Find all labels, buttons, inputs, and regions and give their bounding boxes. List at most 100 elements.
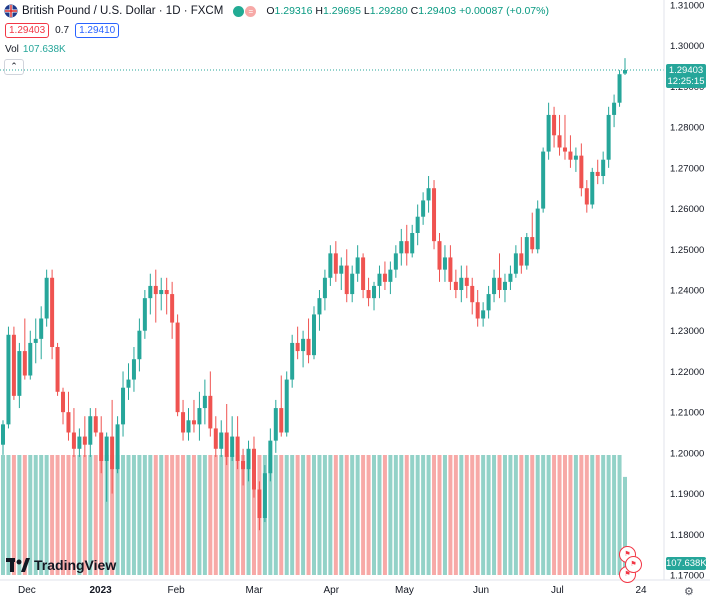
candle-body (131, 359, 136, 380)
sell-button[interactable]: 1.29403 (5, 23, 50, 38)
volume-bar (382, 455, 387, 575)
tradingview-logo[interactable]: TradingView (6, 557, 116, 573)
price-axis-label: 1.30000 (670, 41, 704, 52)
candle-body (350, 273, 355, 295)
volume-bar (519, 455, 524, 575)
volume-bar (301, 455, 306, 575)
volume-bar (448, 455, 453, 575)
candle-body (44, 277, 49, 319)
price-axis-label: 1.27000 (670, 163, 704, 174)
time-axis-label: Apr (324, 585, 340, 596)
candle-body (590, 171, 595, 205)
candle-body (366, 290, 371, 299)
compare-icon: = (245, 5, 257, 17)
volume-bar (437, 455, 442, 575)
buy-button[interactable]: 1.29410 (75, 23, 120, 38)
volume-bar (88, 455, 93, 575)
volume-bar (175, 455, 180, 575)
volume-bar (546, 455, 551, 575)
candle-body (344, 265, 349, 295)
last-price-value: 1.29403 (668, 65, 704, 76)
candle-body (202, 395, 207, 409)
candle-body (448, 257, 453, 282)
volume-bar (191, 455, 196, 575)
market-status[interactable]: = (233, 5, 257, 17)
candle-body (312, 314, 316, 356)
candle-body (513, 253, 518, 274)
candle-body (404, 241, 409, 254)
volume-bar (623, 476, 627, 575)
volume-bar (295, 455, 300, 575)
candle-body (601, 159, 606, 176)
time-axis-label: 2023 (90, 585, 113, 596)
collapse-legend-button[interactable]: ⌃ (4, 59, 24, 75)
volume-bar (584, 455, 589, 575)
candle-body (470, 285, 475, 303)
market-open-icon (233, 5, 245, 17)
volume-bar (104, 455, 109, 575)
candle-body (115, 424, 120, 470)
event-flag-icon[interactable]: ⚑ (625, 556, 642, 573)
candle-body (191, 420, 196, 425)
candle-body (213, 428, 218, 449)
candle-body (377, 273, 382, 286)
candle-body (502, 281, 507, 290)
volume-bar (39, 455, 44, 575)
volume-bar (524, 455, 529, 575)
volume-bar (355, 455, 360, 575)
time-axis-label: 24 (636, 585, 648, 596)
volume-bar (459, 455, 464, 575)
gbp-flag-icon (4, 4, 18, 18)
candle-body (530, 237, 535, 250)
price-axis-label: 1.21000 (670, 408, 704, 419)
volume-bar (388, 455, 393, 575)
volume-bar (28, 455, 33, 575)
volume-bar (202, 455, 207, 575)
volume-bar (142, 455, 147, 575)
candle-body (459, 277, 464, 290)
volume-value: 107.638K (22, 44, 66, 55)
candles (1, 58, 627, 531)
volume-bar (224, 455, 229, 575)
candle-body (519, 253, 524, 266)
symbol-title[interactable]: British Pound / U.S. Dollar · 1D · FXCM (22, 5, 224, 17)
ohlc-open: 1.29316 (274, 5, 313, 17)
price-axis[interactable]: 1.310001.300001.290001.280001.270001.260… (670, 1, 704, 582)
volume-bar (11, 455, 16, 575)
volume-bar (1, 455, 5, 575)
volume-bar (530, 455, 535, 575)
candle-body (28, 342, 33, 376)
volume-bar (350, 455, 355, 575)
price-axis-label: 1.26000 (670, 204, 704, 215)
candle-body (208, 395, 213, 429)
price-axis-label: 1.22000 (670, 367, 704, 378)
price-axis-label: 1.18000 (670, 530, 704, 541)
candle-body (22, 351, 27, 376)
volume-bar (328, 455, 333, 575)
chevron-up-icon: ⌃ (10, 61, 18, 71)
settings-gear-icon[interactable]: ⚙ (684, 586, 694, 598)
volume-bar (410, 455, 415, 575)
candle-body (1, 424, 5, 445)
volume-bar (453, 455, 458, 575)
volume-bar (66, 455, 71, 575)
time-axis-label: Jun (473, 585, 489, 596)
candle-body (164, 290, 169, 295)
candle-body (481, 310, 486, 319)
tradingview-logo-icon (6, 558, 30, 572)
candle-body (99, 432, 104, 461)
volume-bar (595, 455, 600, 575)
spread-value: 0.7 (55, 25, 70, 36)
volume-legend[interactable]: Vol 107.638K (5, 44, 66, 55)
volume-bar (568, 455, 573, 575)
price-axis-label: 1.19000 (670, 489, 704, 500)
volume-bar (71, 455, 76, 575)
candle-body (88, 416, 93, 445)
candle-body (317, 298, 322, 315)
time-axis-label: Jul (551, 585, 564, 596)
volume-bar (486, 455, 491, 575)
time-axis[interactable]: Dec 2023 Feb Mar Apr May Jun Jul 24 (18, 585, 647, 596)
volume-bar (99, 455, 104, 575)
volume-bar (219, 455, 224, 575)
